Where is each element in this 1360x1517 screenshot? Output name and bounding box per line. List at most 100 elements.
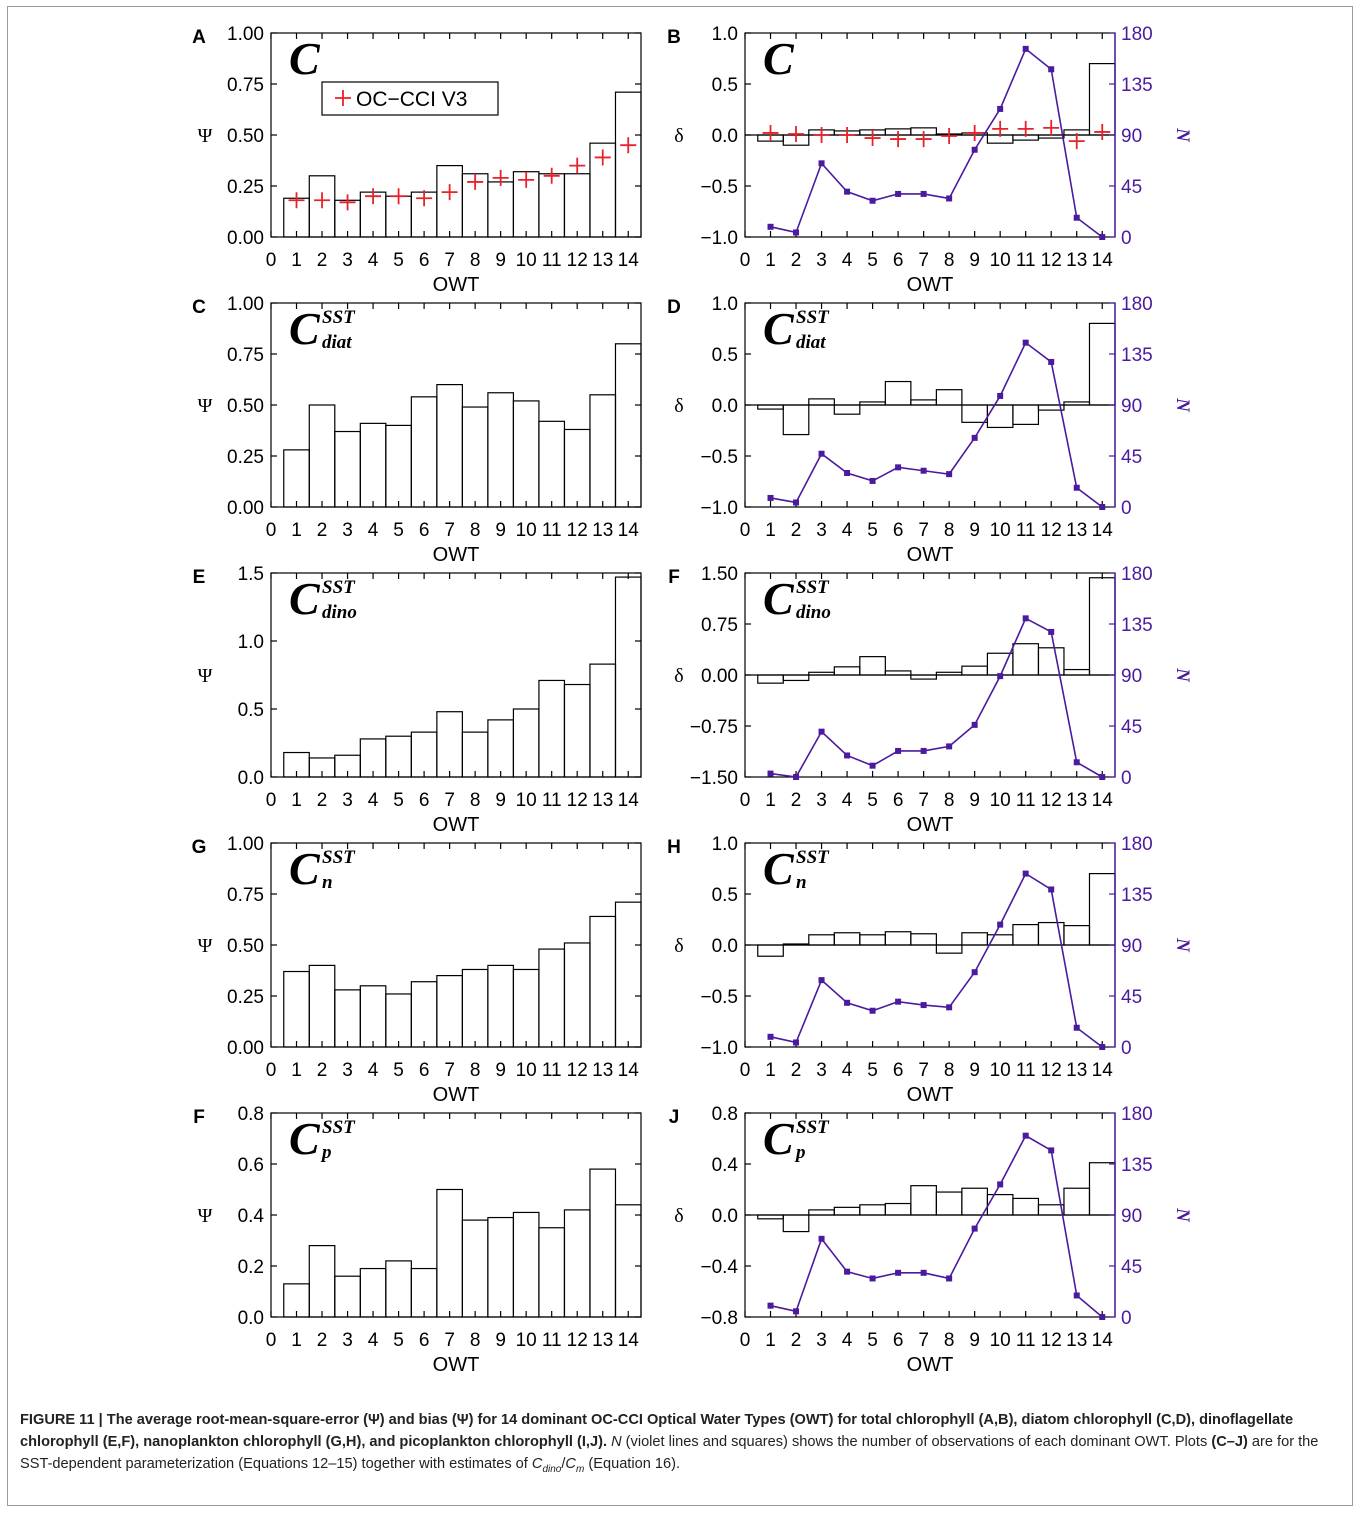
y-axis-label: Ψ <box>198 1205 213 1227</box>
ocv3-marker <box>288 192 305 209</box>
y-tick-label: 0.5 <box>712 885 738 906</box>
x-tick-label: 2 <box>791 520 802 541</box>
bar-owt-14 <box>614 1204 642 1318</box>
y-tick-label: 0.0 <box>712 126 738 147</box>
ocv3-marker <box>467 173 484 190</box>
variable-label-sup: SST <box>322 1117 356 1138</box>
x-tick-label: 11 <box>1016 790 1036 811</box>
x-tick-label: 9 <box>495 790 506 811</box>
x-tick-label: 6 <box>419 1330 430 1351</box>
x-tick-label: 9 <box>495 1330 506 1351</box>
n-marker <box>869 197 876 204</box>
x-tick-label: 13 <box>592 790 613 811</box>
panel-g-psi: 0.000.250.500.751.000 1 2 3 4 5 6 7 8 9 10 11 12 13 14… <box>192 834 642 1106</box>
n-marker <box>920 190 927 197</box>
x-tick-label: 14 <box>618 520 640 541</box>
bar-owt-2 <box>782 404 810 436</box>
x-tick-label: 7 <box>918 250 929 271</box>
n-marker <box>818 450 825 457</box>
bar-owt-9 <box>487 181 515 238</box>
y-tick-label: 0.6 <box>238 1155 264 1176</box>
x-tick-label: 5 <box>867 1060 878 1081</box>
y-tick-label: 0.00 <box>227 498 264 519</box>
x-tick-label: 14 <box>1092 520 1114 541</box>
n-tick-label: 45 <box>1121 1257 1142 1278</box>
y-axis-label: δ <box>674 1205 683 1227</box>
x-axis-label: OWT <box>433 544 480 566</box>
bar-owt-3 <box>334 430 361 508</box>
x-axis-label: OWT <box>907 814 954 836</box>
bar-owt-6 <box>410 1267 438 1318</box>
variable-label: C <box>763 843 795 894</box>
bar-owt-13 <box>1063 1187 1091 1216</box>
ocv3-marker <box>992 120 1009 137</box>
panel-letter: G <box>192 837 207 858</box>
x-tick-label: 9 <box>969 250 980 271</box>
variable-label: C <box>763 1113 795 1164</box>
bar-owt-14 <box>1088 1162 1116 1216</box>
n-marker <box>844 999 851 1006</box>
x-tick-label: 0 <box>740 1060 751 1081</box>
n-marker <box>767 1302 774 1309</box>
caption-c-m: Cm <box>565 1456 585 1475</box>
n-axis-label: N <box>1172 397 1193 413</box>
ocv3-marker <box>594 149 611 166</box>
variable-label-sup: SST <box>796 577 830 598</box>
x-tick-label: 12 <box>1041 1060 1062 1081</box>
x-tick-label: 12 <box>1041 790 1062 811</box>
x-tick-label: 10 <box>990 790 1011 811</box>
bar-owt-13 <box>1063 925 1091 946</box>
variable-label-sub: n <box>796 872 807 893</box>
x-tick-label: 4 <box>368 790 379 811</box>
n-marker <box>1022 45 1029 52</box>
x-tick-label: 11 <box>542 520 562 541</box>
n-marker <box>818 977 825 984</box>
ocv3-marker <box>569 157 586 174</box>
n-tick-label: 135 <box>1121 1155 1153 1176</box>
bar-owt-3 <box>334 1275 361 1318</box>
bar-owt-2 <box>308 964 336 1048</box>
y-tick-label: 1.0 <box>712 834 738 855</box>
y-tick-label: 0.8 <box>712 1104 738 1125</box>
variable-label: C <box>289 33 321 84</box>
panel-a-psi: 0.000.250.500.751.000 1 2 3 4 5 6 7 8 9 10 11 12 13 14… <box>192 24 642 296</box>
bar-owt-14 <box>1088 322 1116 406</box>
bar-owt-2 <box>782 1214 810 1233</box>
plot-frame <box>270 32 642 238</box>
bar-owt-6 <box>884 670 912 676</box>
y-tick-label: 1.00 <box>227 24 264 45</box>
bar-owt-2 <box>308 1244 336 1318</box>
x-tick-label: 2 <box>317 520 328 541</box>
n-marker <box>1048 886 1055 893</box>
bar-owt-12 <box>1037 1204 1065 1216</box>
panel-letter: H <box>667 837 681 858</box>
variable-label-sub: p <box>320 1142 332 1163</box>
x-tick-label: 5 <box>867 790 878 811</box>
bar-owt-12 <box>1037 647 1065 676</box>
variable-label-sup: SST <box>322 847 356 868</box>
x-tick-label: 5 <box>867 250 878 271</box>
ocv3-marker <box>813 127 830 143</box>
x-tick-label: 2 <box>317 1330 328 1351</box>
bar-owt-7 <box>436 974 463 1048</box>
n-tick-label: 135 <box>1121 615 1153 636</box>
caption-title: FIGURE 11 | The average root-mean-square… <box>20 1412 1294 1450</box>
y-axis-label: δ <box>674 935 683 957</box>
x-tick-label: 8 <box>470 1060 481 1081</box>
x-tick-label: 8 <box>470 250 481 271</box>
n-axis-label: N <box>1172 127 1193 143</box>
panel-j-delta: −0.8−0.40.00.40.80 1 2 3 4 5 6 7 8 9 10 11 12 13 14OWT… <box>669 1104 1193 1376</box>
bar-owt-7 <box>436 384 463 508</box>
x-tick-label: 12 <box>567 1060 588 1081</box>
x-tick-label: 8 <box>944 520 955 541</box>
y-tick-label: 0.50 <box>227 936 264 957</box>
n-marker <box>1048 1147 1055 1154</box>
bar-owt-7 <box>910 933 937 946</box>
x-tick-label: 12 <box>567 520 588 541</box>
x-tick-label: 10 <box>516 1330 537 1351</box>
bar-owt-1 <box>283 449 310 508</box>
panel-letter: B <box>667 27 681 48</box>
x-tick-label: 1 <box>765 1060 776 1081</box>
n-marker <box>895 1269 902 1276</box>
x-tick-label: 12 <box>567 250 588 271</box>
